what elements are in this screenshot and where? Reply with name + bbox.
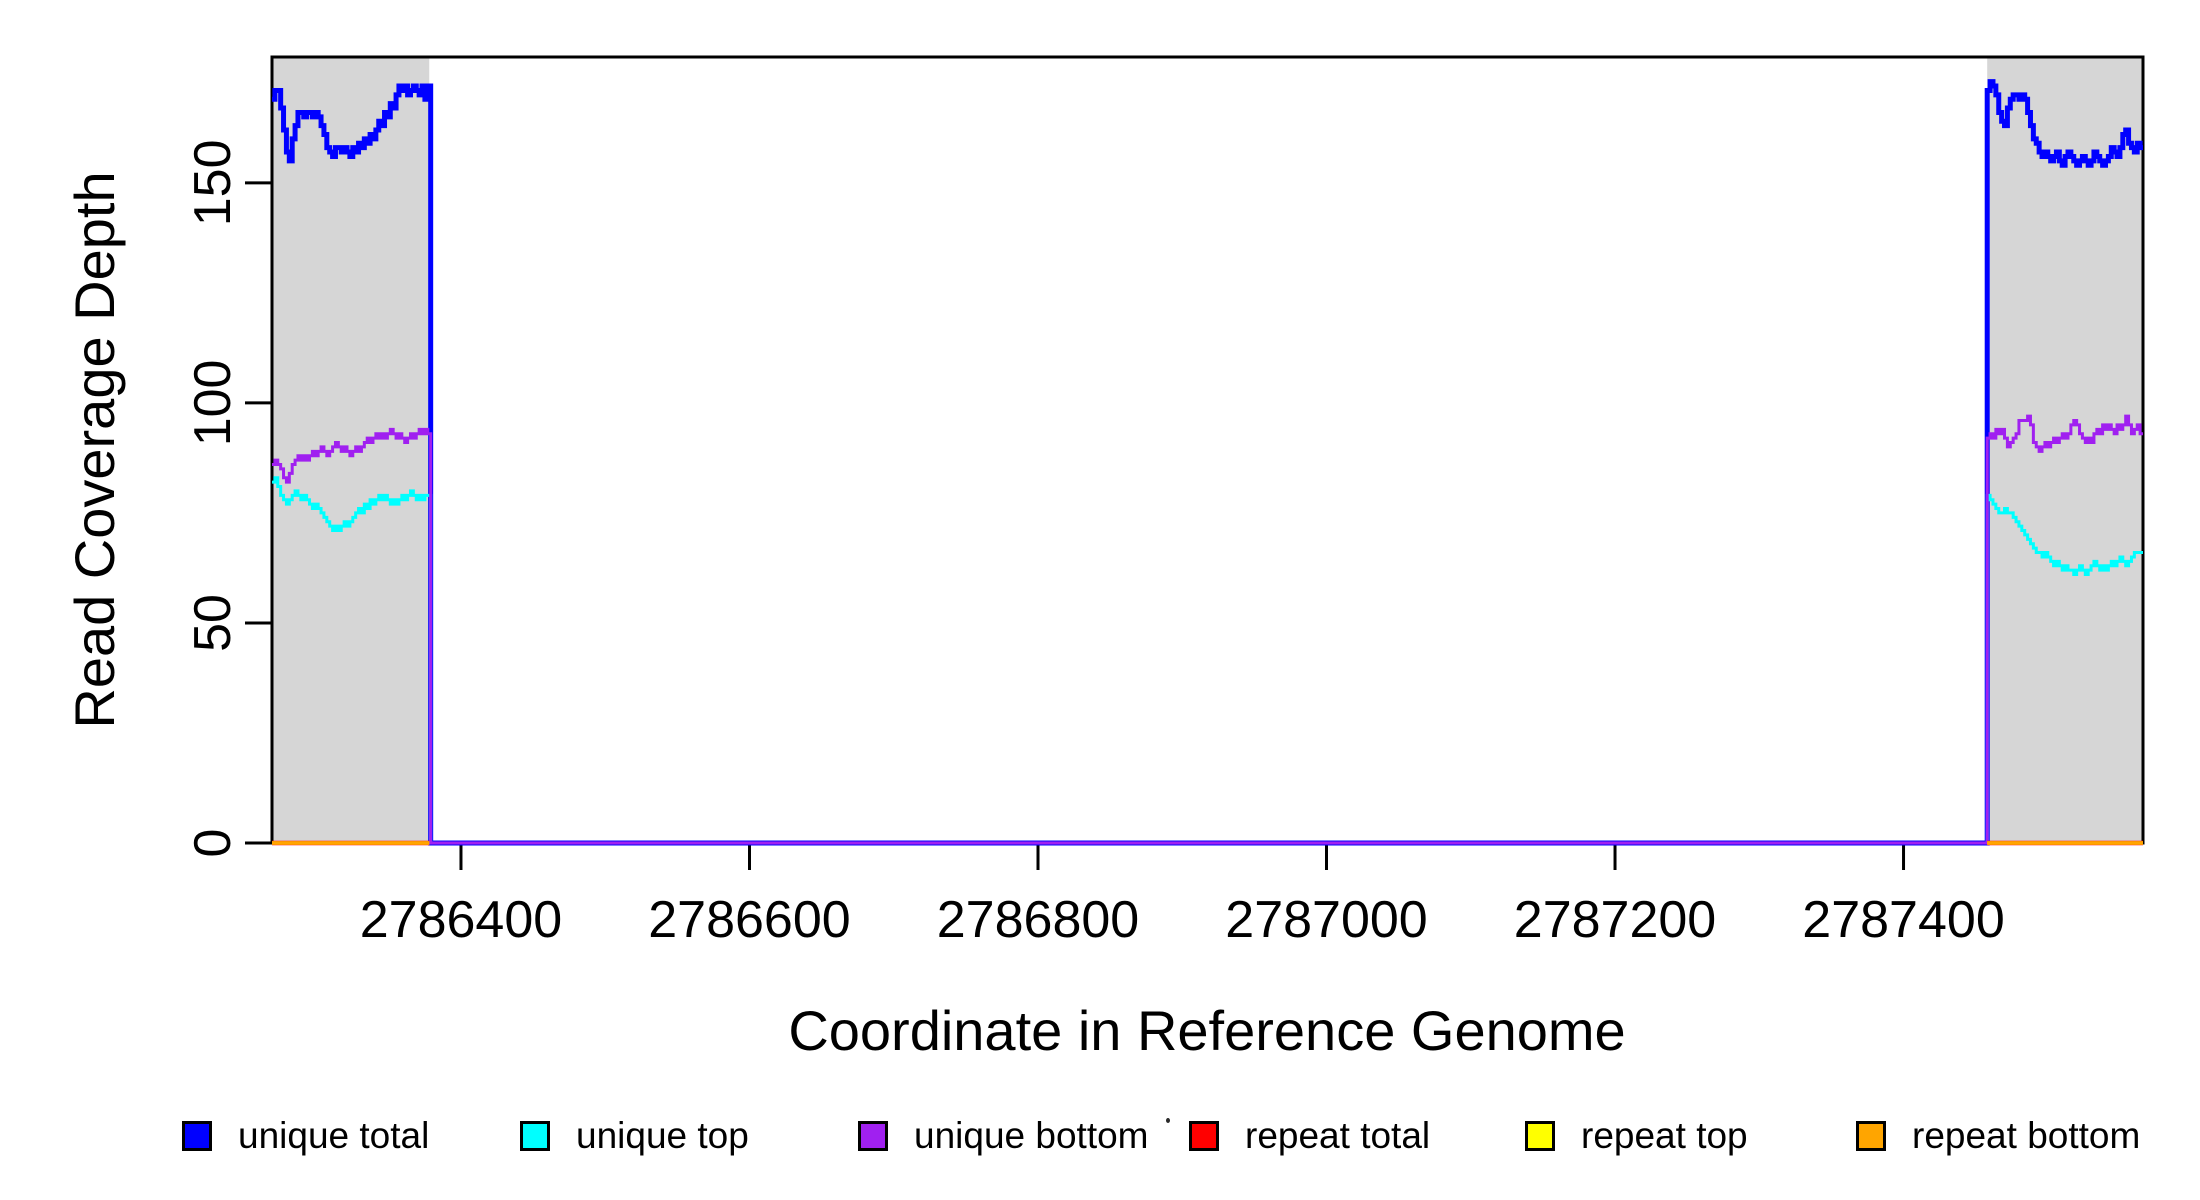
series-line-unique-total — [272, 79, 2143, 846]
legend-item-unique-total: unique total — [182, 1115, 430, 1156]
legend-swatch-icon — [1189, 1121, 1219, 1151]
legend-label: unique total — [238, 1115, 430, 1156]
x-tick-label: 2786600 — [648, 891, 850, 949]
legend-swatch-icon — [520, 1121, 550, 1151]
x-tick-label: 2787000 — [1225, 891, 1427, 949]
legend-item-repeat-top: repeat top — [1525, 1115, 1748, 1156]
legend-swatch-icon — [1856, 1121, 1886, 1151]
x-axis: 2786400 2786600 2786800 2787000 2787200 27874… — [360, 844, 2005, 949]
y-tick-label: 150 — [184, 139, 242, 226]
legend-item-unique-top: unique top — [520, 1115, 749, 1156]
x-tick-label: 2787200 — [1514, 891, 1716, 949]
y-tick-label: 0 — [184, 829, 242, 858]
legend-item-repeat-bottom: repeat bottom — [1856, 1115, 2141, 1156]
legend-label: unique top — [576, 1115, 749, 1156]
legend-swatch-icon — [182, 1121, 212, 1151]
x-tick-label: 2786400 — [360, 891, 562, 949]
series-line-unique-bottom — [272, 414, 2143, 845]
legend-item-repeat-total: repeat total — [1189, 1115, 1431, 1156]
legend-item-unique-bottom: unique bottom — [858, 1115, 1149, 1156]
legend-label: repeat top — [1581, 1115, 1748, 1156]
x-axis-title: Coordinate in Reference Genome — [788, 999, 1626, 1062]
legend-label: repeat total — [1245, 1115, 1431, 1156]
artifact-dot — [1166, 1118, 1170, 1123]
y-tick-label: 50 — [184, 594, 242, 652]
legend-swatch-icon — [1525, 1121, 1555, 1151]
legend-swatch-icon — [858, 1121, 888, 1151]
y-axis-title: Read Coverage Depth — [63, 171, 126, 729]
y-axis: 0 50 100 150 — [184, 139, 271, 857]
x-tick-label: 2786800 — [937, 891, 1139, 949]
shaded-regions — [272, 57, 2143, 843]
plot-border — [270, 55, 2145, 845]
y-tick-label: 100 — [184, 360, 242, 447]
series-line-unique-top — [272, 476, 2143, 845]
legend-label: unique bottom — [914, 1115, 1149, 1156]
right-coverage-block — [1987, 57, 2143, 843]
legend-label: repeat bottom — [1912, 1115, 2141, 1156]
x-tick-label: 2787400 — [1802, 891, 2004, 949]
series-lines — [272, 79, 2143, 846]
